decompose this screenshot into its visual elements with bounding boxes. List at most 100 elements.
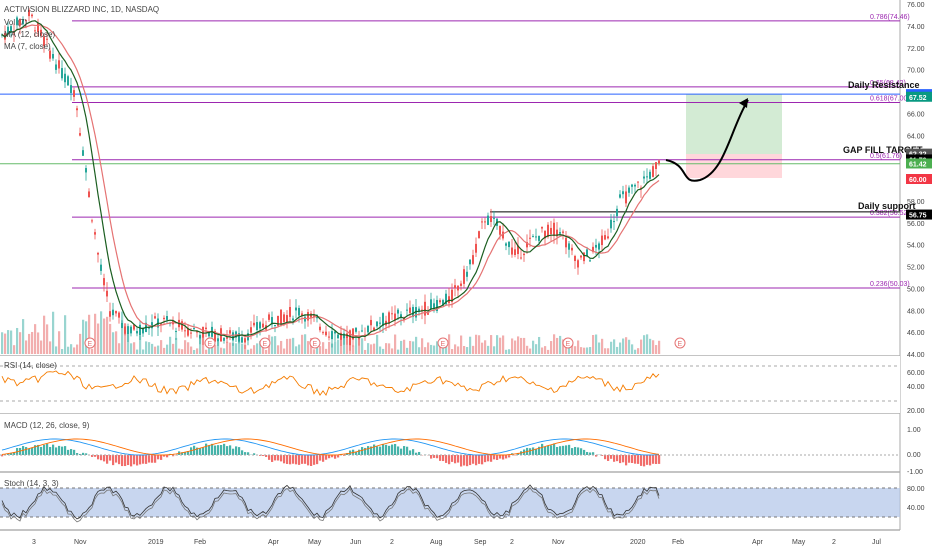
- candle-body: [589, 260, 591, 262]
- volume-bar: [34, 324, 37, 354]
- volume-bar: [433, 345, 436, 354]
- candle-body: [163, 317, 165, 320]
- stoch-tick-80: 80.00: [907, 486, 925, 493]
- macd-bar: [106, 455, 109, 464]
- macd-bar: [376, 446, 379, 455]
- volume-bar: [439, 344, 442, 354]
- volume-bar: [502, 335, 505, 354]
- candle-body: [19, 19, 21, 26]
- macd-bar: [43, 444, 46, 455]
- volume-bar: [625, 337, 628, 354]
- macd-bar: [556, 446, 559, 455]
- candle-body: [97, 252, 99, 255]
- rsi-label: RSI (14, close): [4, 361, 57, 370]
- macd-bar: [7, 453, 10, 455]
- candle-body: [151, 322, 153, 329]
- candle-body: [295, 307, 297, 311]
- macd-bar: [535, 448, 538, 455]
- candle-body: [478, 231, 480, 239]
- volume-bar: [187, 342, 190, 354]
- volume-bar: [604, 348, 607, 354]
- macd-bar: [580, 448, 583, 455]
- fib-label-0: 0.786(74.46): [870, 14, 910, 21]
- candle-body: [412, 306, 414, 318]
- volume-bar: [544, 346, 547, 354]
- macd-bar: [193, 445, 196, 455]
- volume-bar: [52, 311, 55, 354]
- volume-bar: [205, 349, 208, 354]
- rsi-line: [1, 370, 660, 397]
- volume-bar: [538, 336, 541, 354]
- volume-bar: [514, 340, 517, 354]
- candle-body: [499, 225, 501, 235]
- volume-bar: [613, 339, 616, 354]
- fib-label-1: 0.65(68.42): [870, 80, 906, 87]
- ma-7-line: [1, 20, 660, 339]
- candle-body: [532, 236, 534, 238]
- candle-body: [94, 232, 96, 235]
- volume-bar: [139, 335, 142, 354]
- volume-bar: [166, 344, 169, 354]
- earnings-marker-label: E: [313, 341, 318, 348]
- candle-body: [340, 332, 342, 340]
- macd-bar: [121, 455, 124, 467]
- earnings-marker-label: E: [441, 341, 446, 348]
- candle-body: [598, 243, 600, 250]
- volume-bar: [409, 340, 412, 354]
- volume-bar: [469, 336, 472, 354]
- macd-bar: [616, 455, 619, 462]
- candle-body: [469, 259, 471, 265]
- macd-bar: [70, 449, 73, 455]
- macd-bar: [397, 446, 400, 455]
- time-tick-16: 2: [832, 539, 836, 546]
- volume-bar: [184, 340, 187, 354]
- volume-bar: [577, 340, 580, 354]
- macd-bar: [298, 455, 301, 465]
- macd-bar: [586, 451, 589, 455]
- candle-body: [175, 331, 177, 333]
- volume-bar: [331, 343, 334, 354]
- macd-bar: [457, 455, 460, 463]
- volume-bar: [154, 346, 157, 354]
- volume-bar: [391, 348, 394, 354]
- candle-body: [241, 337, 243, 343]
- macd-bar: [544, 446, 547, 455]
- candle-body: [106, 290, 108, 297]
- price-tag-4: [906, 158, 932, 169]
- volume-bar: [493, 346, 496, 354]
- candle-body: [136, 331, 138, 334]
- earnings-marker-icon: [437, 337, 449, 349]
- macd-bar: [151, 455, 154, 463]
- candle-body: [508, 241, 510, 248]
- candle-body: [283, 314, 285, 322]
- earnings-marker-icon: [84, 337, 96, 349]
- volume-bar: [316, 342, 319, 354]
- macd-bar: [268, 455, 271, 460]
- candle-body: [280, 309, 282, 325]
- macd-bar: [577, 447, 580, 455]
- macd-bar: [622, 455, 625, 463]
- macd-bar: [382, 443, 385, 455]
- stoch-band: [0, 488, 900, 517]
- volume-bar: [532, 340, 535, 354]
- candle-body: [22, 19, 24, 25]
- macd-bar: [295, 455, 298, 465]
- macd-bar: [109, 455, 112, 461]
- volume-bar: [526, 345, 529, 354]
- macd-bar: [562, 445, 565, 455]
- candle-body: [382, 313, 384, 326]
- volume-bar: [640, 339, 643, 354]
- macd-bar: [112, 455, 115, 466]
- macd-bar: [634, 455, 637, 464]
- price-tick-0: 76.00: [907, 2, 925, 9]
- volume-bar: [301, 334, 304, 354]
- time-tick-4: Apr: [268, 539, 280, 546]
- macd-bar: [211, 443, 214, 455]
- candle-body: [142, 328, 144, 334]
- volume-bar: [259, 340, 262, 354]
- volume-bar: [22, 319, 25, 354]
- candle-body: [226, 337, 228, 339]
- macd-bar: [199, 448, 202, 455]
- arrow-head: [739, 98, 748, 108]
